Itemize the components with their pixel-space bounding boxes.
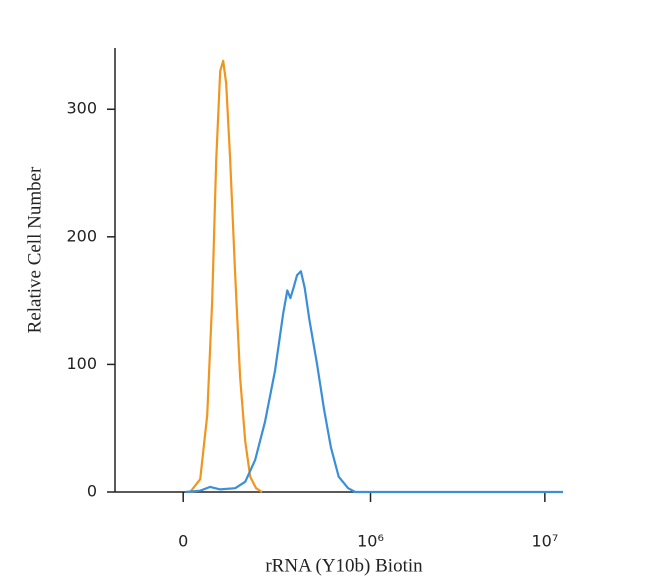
y-tick-label: 0: [87, 482, 97, 501]
y-tick-label: 300: [66, 99, 97, 118]
x-tick-label: 0: [178, 532, 188, 551]
y-axis-label: Relative Cell Number: [24, 166, 45, 333]
histogram-line: [185, 270, 563, 494]
histogram-line: [189, 59, 263, 493]
x-tick-label: 10⁷: [531, 532, 558, 551]
y-tick-label: 100: [66, 354, 97, 373]
x-tick-label: 10⁶: [357, 532, 384, 551]
y-tick-label: 200: [66, 226, 97, 245]
x-axis-label: rRNA (Y10b) Biotin: [265, 555, 423, 576]
